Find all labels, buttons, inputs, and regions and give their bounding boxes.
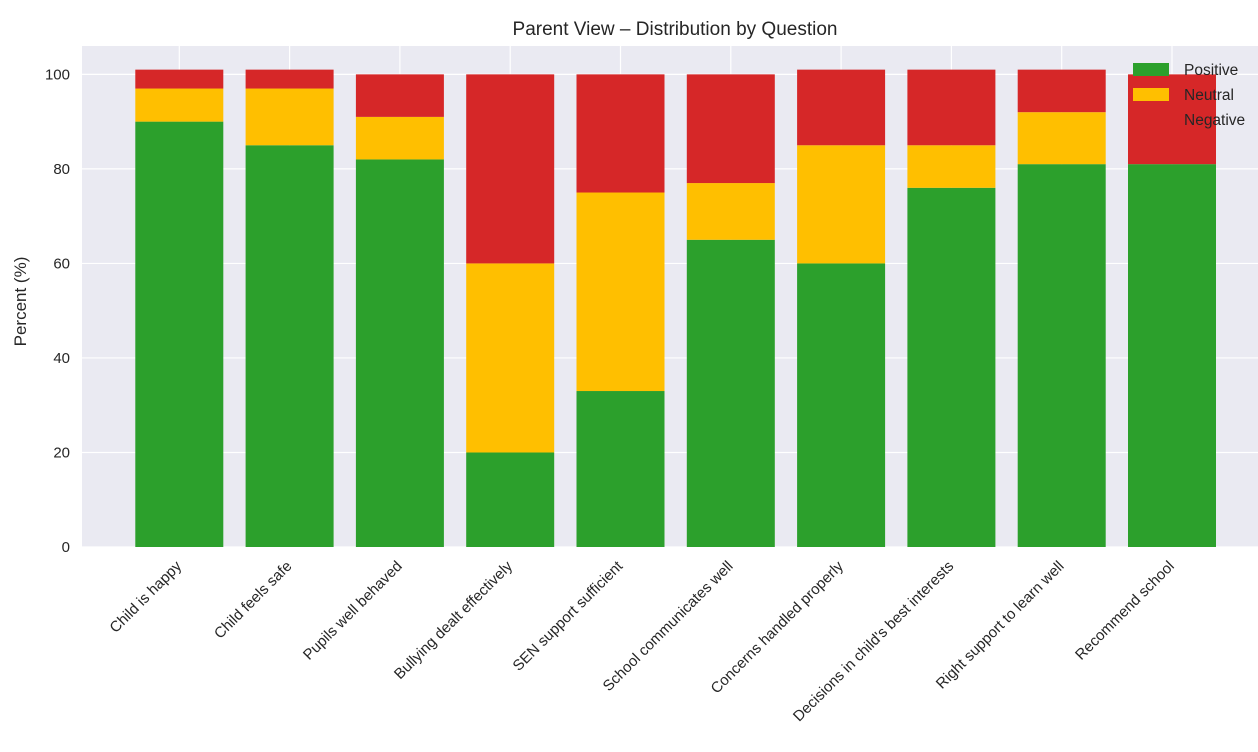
y-tick-label: 40 [53, 350, 70, 367]
y-tick-label: 80 [53, 161, 70, 178]
bar-segment-neutral [797, 145, 886, 264]
bar-segment-negative [135, 69, 224, 89]
x-tick-label: Recommend school [1072, 558, 1178, 664]
bar-segment-positive [576, 391, 665, 547]
bar-segment-neutral [576, 192, 665, 392]
bars [135, 69, 1216, 548]
y-axis-ticks: 0 20 40 60 80 100 [45, 66, 70, 556]
x-tick-label: School communicates well [600, 558, 737, 695]
x-tick-label: Right support to learn well [933, 558, 1068, 693]
bar-segment-negative [686, 74, 775, 184]
x-tick-label: Child is happy [106, 557, 185, 636]
x-tick-label: SEN support sufficient [510, 557, 627, 674]
bar-segment-neutral [135, 88, 224, 122]
bar-segment-positive [245, 145, 334, 548]
bar-segment-negative [355, 74, 444, 117]
x-tick-label: Child feels safe [211, 558, 296, 643]
x-axis-ticks: Child is happy Child feels safe Pupils wel… [106, 557, 1177, 725]
bar-segment-positive [797, 263, 886, 547]
bar-segment-negative [1017, 69, 1106, 113]
bar-segment-neutral [907, 145, 996, 188]
bar-segment-positive [1128, 164, 1216, 547]
y-tick-label: 0 [62, 539, 70, 556]
bar-segment-negative [797, 69, 886, 146]
bar-segment-positive [135, 121, 224, 547]
bar-segment-neutral [355, 116, 444, 160]
bar-segment-neutral [466, 263, 555, 453]
chart-title: Parent View – Distribution by Question [513, 19, 838, 40]
bar-segment-positive [466, 452, 555, 547]
legend-label-neutral: Neutral [1184, 87, 1234, 104]
bar-segment-positive [1017, 164, 1106, 547]
bar-segment-neutral [1017, 112, 1106, 165]
x-tick-label: Bullying dealt effectively [391, 557, 516, 682]
bar-segment-positive [907, 187, 996, 547]
legend-label-negative: Negative [1184, 112, 1245, 129]
bar-segment-negative [466, 74, 555, 264]
y-tick-label: 60 [53, 255, 70, 272]
y-tick-label: 20 [53, 444, 70, 461]
bar-segment-negative [245, 69, 334, 89]
bar-segment-positive [686, 239, 775, 547]
bar-segment-positive [355, 159, 444, 547]
bar-segment-neutral [686, 183, 775, 240]
y-axis-label: Percent (%) [11, 257, 30, 347]
legend: Positive Neutral Negative [1133, 62, 1245, 129]
bar-segment-negative [907, 69, 996, 146]
legend-swatch-negative [1133, 113, 1169, 126]
bar-segment-negative [576, 74, 665, 193]
bar-segment-neutral [245, 88, 334, 146]
legend-label-positive: Positive [1184, 62, 1238, 79]
legend-swatch-neutral [1133, 88, 1169, 101]
legend-swatch-positive [1133, 63, 1169, 76]
y-tick-label: 100 [45, 66, 70, 83]
x-tick-label: Pupils well behaved [300, 558, 406, 664]
